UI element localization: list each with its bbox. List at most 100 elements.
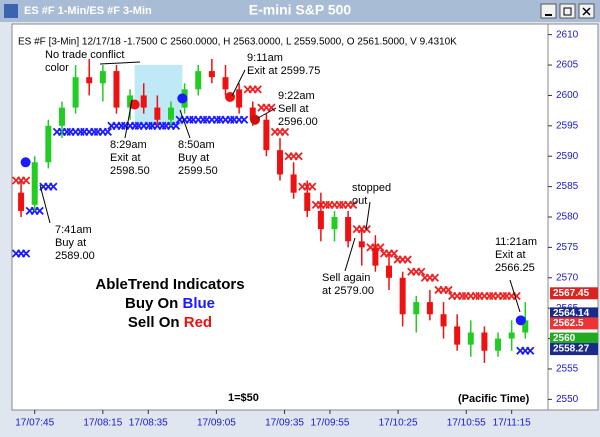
y-tick-label: 2555 bbox=[556, 364, 579, 375]
legend-segment: Buy On bbox=[125, 295, 183, 312]
resistance-stop bbox=[461, 291, 480, 301]
annotation-arrow bbox=[509, 279, 521, 313]
x-tick-label: 17/07:45 bbox=[15, 418, 54, 429]
support-stop bbox=[107, 121, 126, 130]
price-label: 2567.45 bbox=[553, 288, 590, 299]
candle-body bbox=[263, 119, 270, 151]
support-stop bbox=[66, 127, 85, 137]
candle-body bbox=[372, 247, 379, 266]
candle-body bbox=[413, 302, 420, 315]
annotation-arrow bbox=[344, 237, 356, 272]
y-tick-label: 2550 bbox=[556, 394, 579, 405]
price-label-box bbox=[550, 287, 598, 300]
candle-body bbox=[508, 332, 515, 339]
candle-body bbox=[358, 241, 365, 248]
candle-body bbox=[290, 174, 297, 193]
y-tick-label: 2610 bbox=[556, 29, 579, 40]
resistance-stop bbox=[393, 255, 412, 264]
x-tick-label: 17/08:15 bbox=[83, 418, 122, 429]
resistance-stop bbox=[488, 291, 508, 301]
annotation-text: color bbox=[45, 62, 69, 74]
y-tick-label: 2590 bbox=[556, 151, 579, 162]
maximize-glyph bbox=[563, 7, 572, 16]
candle-body bbox=[72, 77, 79, 108]
candle-body bbox=[386, 265, 393, 278]
annotation-arrow bbox=[124, 99, 133, 139]
y-tick-label: 2600 bbox=[556, 90, 579, 101]
resistance-stop bbox=[243, 85, 262, 94]
annotation-text: 2599.50 bbox=[178, 165, 218, 177]
candle-body bbox=[331, 217, 338, 230]
annotation-text: at 2579.00 bbox=[322, 285, 374, 297]
price-label: 2564.14 bbox=[553, 308, 590, 319]
annotation-text: 8:29am bbox=[110, 139, 147, 151]
price-label-box bbox=[550, 332, 598, 345]
candle-body bbox=[481, 332, 488, 351]
price-label-box bbox=[550, 307, 598, 320]
resistance-stop bbox=[448, 291, 467, 301]
price-label-box bbox=[550, 343, 598, 356]
support-stop bbox=[516, 346, 535, 355]
resistance-stop bbox=[257, 103, 276, 112]
candle-body bbox=[236, 89, 243, 108]
annotation-text: 2598.50 bbox=[110, 165, 150, 177]
x-tick-label: 17/11:15 bbox=[493, 418, 532, 429]
annotation-text: 2589.00 bbox=[55, 250, 95, 262]
annotation-text: 7:41am bbox=[55, 224, 92, 236]
signal-dot bbox=[177, 93, 188, 104]
candle-body bbox=[277, 150, 283, 175]
y-tick-label: 2585 bbox=[556, 181, 579, 192]
candle-body bbox=[399, 277, 406, 315]
annotation-arrow bbox=[39, 184, 51, 224]
candle-body bbox=[317, 210, 324, 230]
legend-segment: Red bbox=[184, 314, 212, 331]
candle-body bbox=[249, 107, 256, 120]
x-tick-label: 17/09:05 bbox=[197, 418, 236, 429]
price-label-box bbox=[550, 317, 598, 330]
annotation-arrow bbox=[365, 201, 371, 231]
window-buttons bbox=[540, 3, 595, 19]
y-tick-label: 2605 bbox=[556, 60, 579, 71]
annotation-text: 2566.25 bbox=[495, 262, 535, 274]
legend-segment: Sell On bbox=[128, 314, 184, 331]
chart-title: E-mini S&P 500 bbox=[249, 2, 352, 18]
candle-body bbox=[31, 162, 38, 205]
legend-line: Sell On Red bbox=[128, 314, 212, 331]
candle-body bbox=[345, 217, 352, 242]
candle-body bbox=[495, 338, 502, 351]
candle-body bbox=[454, 326, 461, 345]
annotation-text: 8:50am bbox=[178, 139, 215, 151]
y-tick-label: 2570 bbox=[556, 272, 579, 283]
support-stop bbox=[175, 115, 194, 124]
price-label: 2558.27 bbox=[553, 344, 590, 355]
time-note: (Pacific Time) bbox=[458, 393, 530, 405]
minimize-button[interactable] bbox=[540, 3, 557, 19]
annotation-text: No trade conflict bbox=[45, 49, 124, 61]
annotation-text: 11:21am bbox=[495, 236, 537, 248]
maximize-button[interactable] bbox=[559, 3, 576, 19]
legend-line: Buy On Blue bbox=[125, 295, 215, 312]
x-tick-label: 17/09:35 bbox=[265, 418, 304, 429]
close-glyph bbox=[582, 7, 591, 16]
x-tick-label: 17/09:55 bbox=[310, 418, 349, 429]
legend-segment: Blue bbox=[183, 295, 216, 312]
candle-body bbox=[426, 302, 433, 315]
price-label: 2562.5 bbox=[553, 318, 584, 329]
support-stop bbox=[202, 115, 222, 124]
signal-dot bbox=[515, 315, 526, 326]
candle-body bbox=[222, 77, 229, 90]
support-stop bbox=[11, 249, 31, 258]
app-icon bbox=[4, 4, 18, 18]
candle-body bbox=[167, 107, 174, 120]
resistance-stop bbox=[270, 127, 290, 137]
y-tick-label: 2580 bbox=[556, 212, 579, 223]
candle-body bbox=[440, 314, 447, 327]
annotation-arrow bbox=[99, 61, 141, 65]
scale-note: 1=$50 bbox=[228, 392, 259, 404]
quote-info: ES #F [3-Min] 12/17/18 -1.7500 C 2560.00… bbox=[18, 37, 457, 48]
candle-body bbox=[140, 95, 147, 108]
signal-dot bbox=[129, 99, 140, 110]
resistance-stop bbox=[434, 285, 453, 295]
y-tick-label: 2575 bbox=[556, 242, 579, 253]
